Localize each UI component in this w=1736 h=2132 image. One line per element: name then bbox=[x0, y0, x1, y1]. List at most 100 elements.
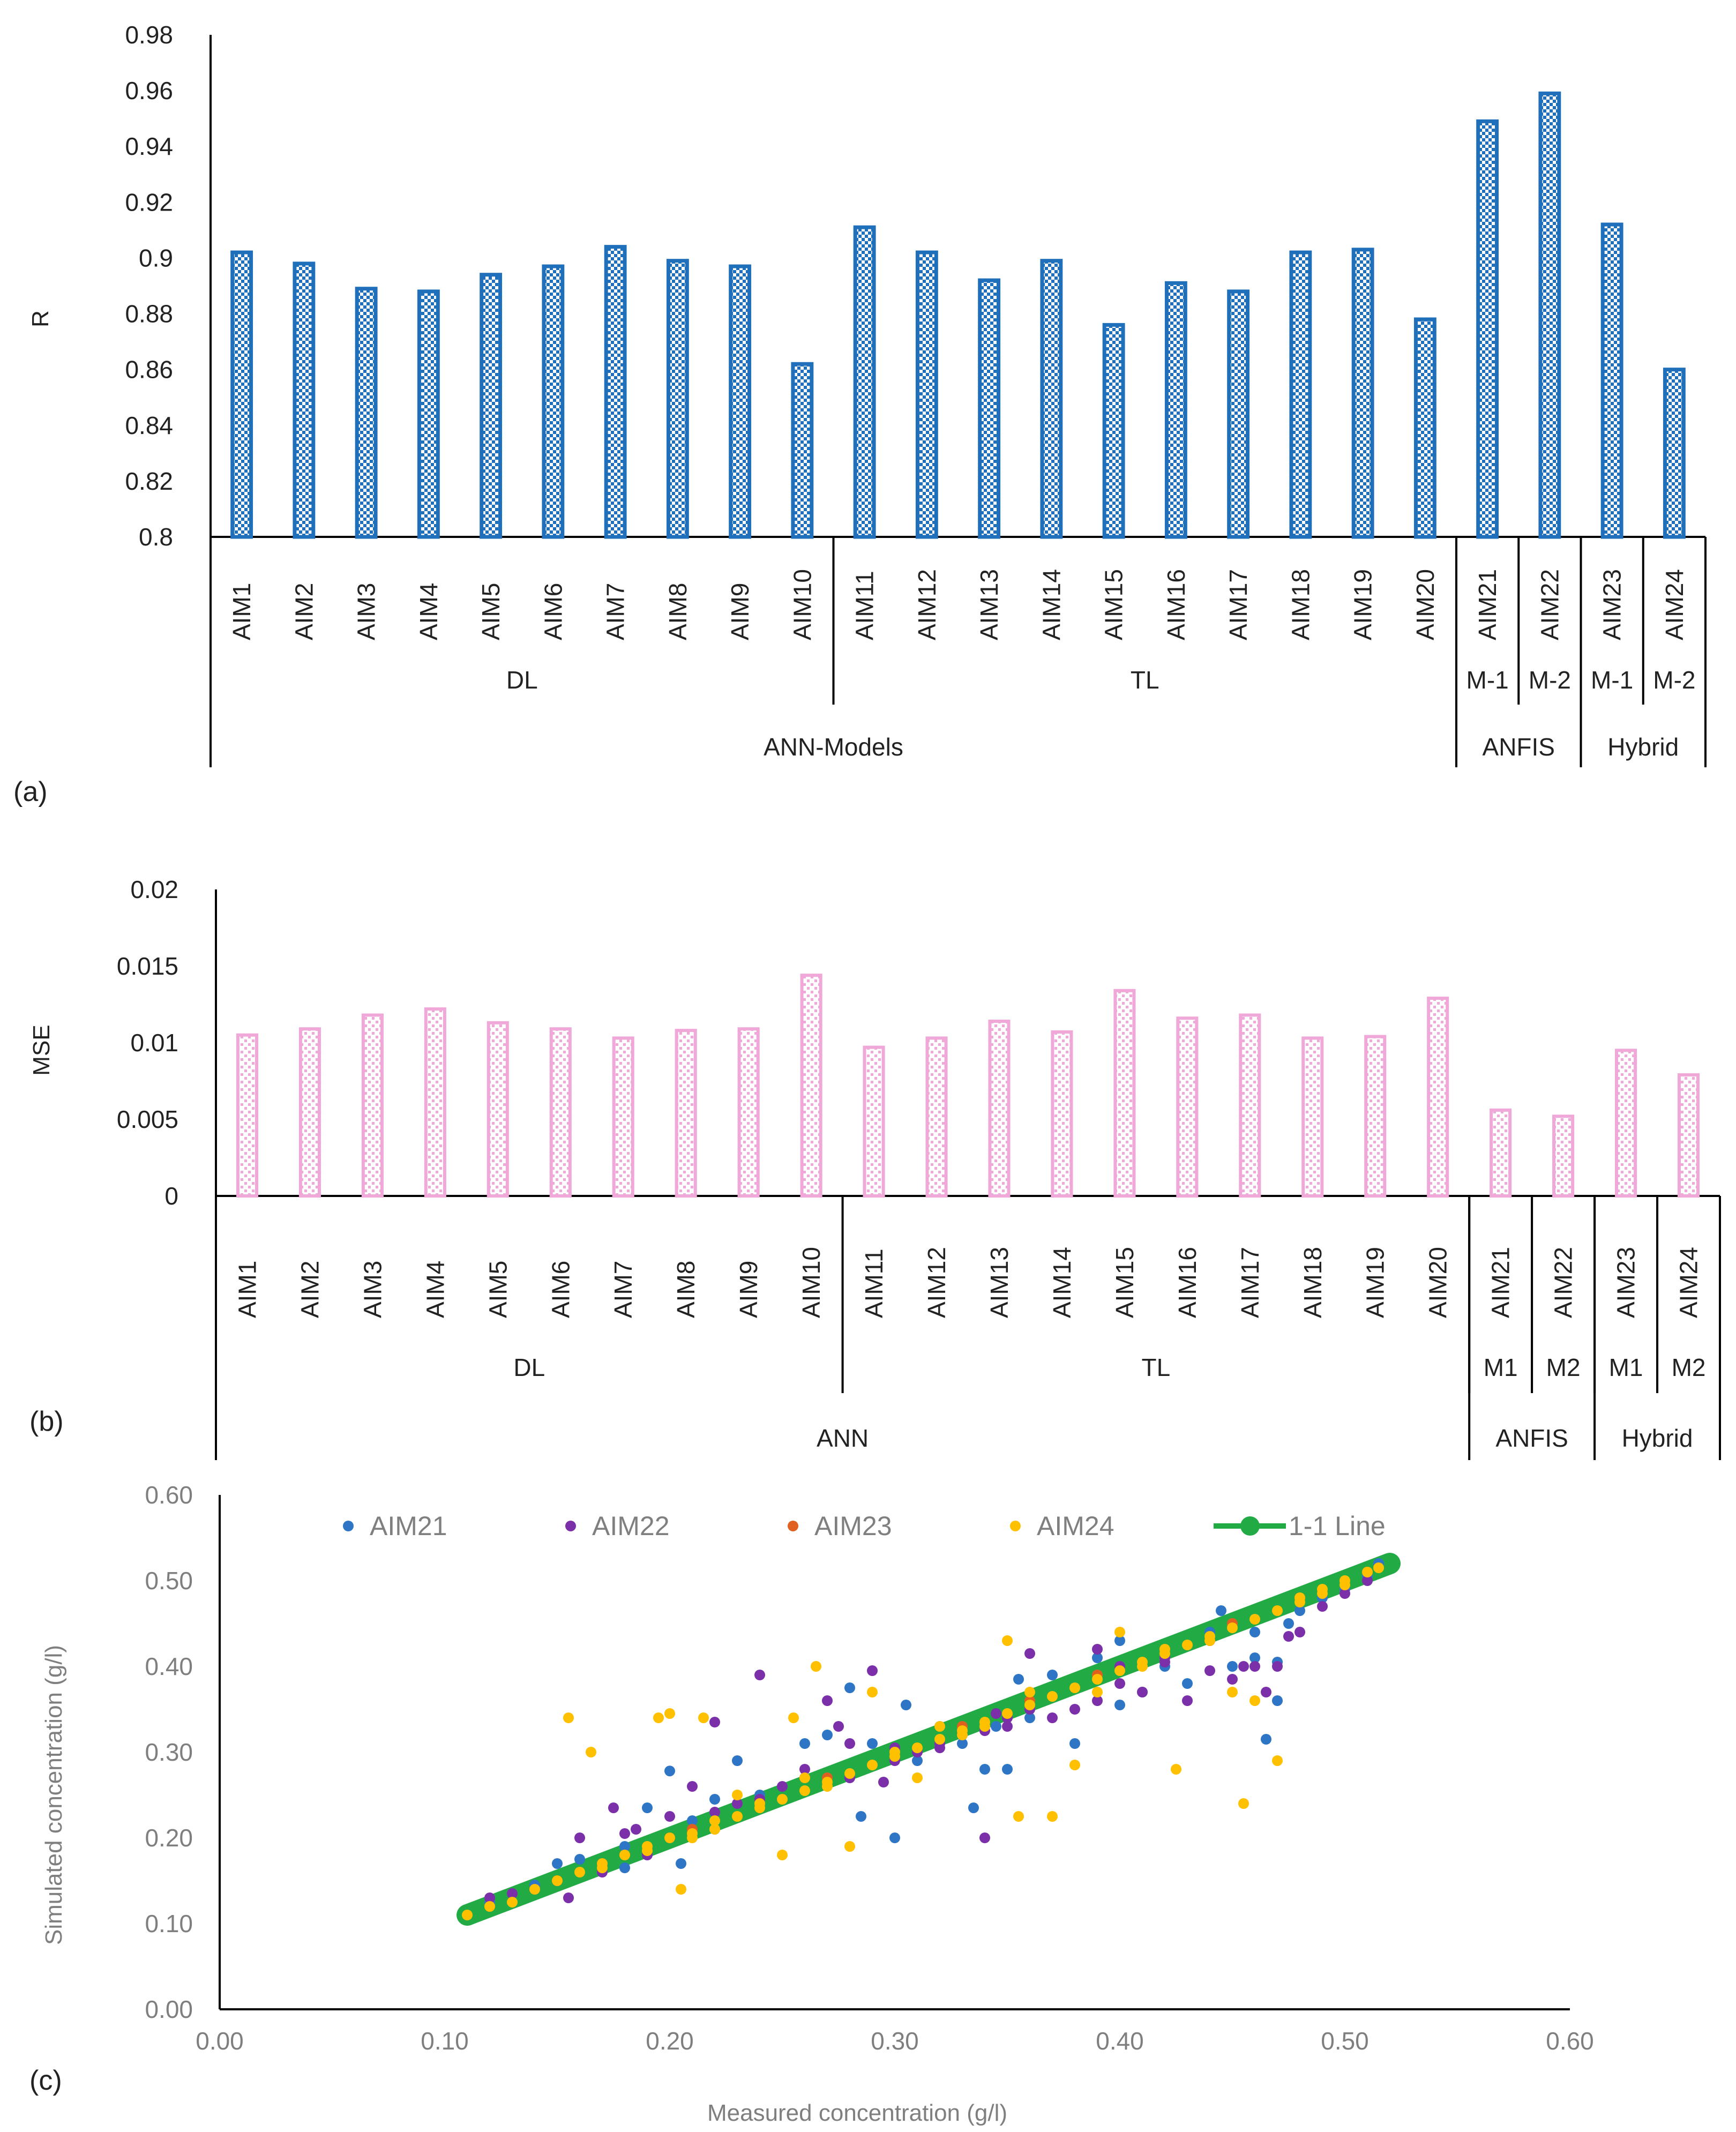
x-tick-label: AIM10 bbox=[788, 569, 816, 640]
point-AIM21 bbox=[1013, 1674, 1024, 1685]
point-AIM24 bbox=[709, 1824, 720, 1835]
x-tick-label: AIM15 bbox=[1100, 569, 1128, 640]
chart-c-panel-label: (c) bbox=[29, 2065, 62, 2096]
point-AIM21 bbox=[799, 1738, 810, 1749]
x-tick-label: AIM11 bbox=[851, 571, 879, 640]
x-tick-label: AIM5 bbox=[477, 583, 505, 640]
x-tick-label: AIM23 bbox=[1598, 569, 1626, 640]
point-AIM22 bbox=[1024, 1648, 1035, 1659]
group-label: M1 bbox=[1609, 1353, 1643, 1381]
point-AIM22 bbox=[878, 1777, 889, 1787]
bar-AIM8 bbox=[666, 259, 689, 539]
point-AIM24 bbox=[777, 1794, 788, 1805]
point-AIM21 bbox=[1249, 1627, 1260, 1637]
y-tick-label: 0 bbox=[164, 1182, 178, 1210]
y-tick-label: 0.02 bbox=[130, 876, 178, 903]
x-tick-label: AIM13 bbox=[975, 569, 1003, 640]
point-AIM24 bbox=[799, 1772, 810, 1783]
bar-AIM9 bbox=[729, 264, 752, 539]
bar-AIM15 bbox=[1113, 989, 1136, 1198]
point-AIM24 bbox=[563, 1712, 574, 1723]
bar-AIM18 bbox=[1301, 1036, 1324, 1198]
x-tick-label: AIM18 bbox=[1299, 1247, 1327, 1318]
point-AIM24 bbox=[1047, 1811, 1058, 1822]
x-tick-label: AIM5 bbox=[484, 1261, 512, 1318]
point-AIM24 bbox=[844, 1768, 855, 1779]
x-tick-label: 0.20 bbox=[646, 2027, 694, 2055]
group-label: Hybrid bbox=[1607, 733, 1679, 761]
x-tick-label: AIM7 bbox=[609, 1261, 637, 1318]
point-AIM22 bbox=[1238, 1661, 1249, 1672]
legend-line-dot bbox=[1240, 1516, 1260, 1536]
point-AIM22 bbox=[619, 1828, 630, 1839]
point-AIM21 bbox=[979, 1764, 990, 1775]
point-AIM21 bbox=[1182, 1678, 1193, 1689]
point-AIM24 bbox=[799, 1785, 810, 1796]
x-tick-label: AIM16 bbox=[1162, 569, 1190, 640]
x-tick-label: AIM19 bbox=[1349, 569, 1377, 640]
x-tick-label: AIM4 bbox=[421, 1261, 449, 1318]
point-AIM21 bbox=[822, 1730, 833, 1740]
point-AIM21 bbox=[1047, 1670, 1058, 1680]
point-AIM22 bbox=[1362, 1575, 1373, 1586]
group-label: M2 bbox=[1546, 1353, 1581, 1381]
x-tick-label: 0.40 bbox=[1096, 2027, 1144, 2055]
bar-AIM1 bbox=[236, 1033, 259, 1198]
point-AIM21 bbox=[844, 1682, 855, 1693]
y-tick-label: 0.015 bbox=[117, 952, 178, 980]
x-tick-label: AIM4 bbox=[415, 583, 443, 640]
point-AIM21 bbox=[732, 1755, 743, 1766]
x-tick-label: AIM12 bbox=[923, 1247, 951, 1318]
bar-AIM15 bbox=[1102, 323, 1125, 539]
point-AIM22 bbox=[574, 1832, 585, 1843]
y-tick-label: 0.82 bbox=[125, 467, 173, 495]
x-tick-label: 0.60 bbox=[1546, 2027, 1594, 2055]
y-tick-label: 0.50 bbox=[145, 1567, 193, 1595]
point-AIM24 bbox=[552, 1875, 563, 1886]
x-tick-label: AIM16 bbox=[1173, 1247, 1201, 1318]
point-AIM24 bbox=[1047, 1691, 1058, 1702]
bar-AIM11 bbox=[863, 1045, 885, 1198]
bar-AIM16 bbox=[1176, 1016, 1199, 1198]
bar-AIM2 bbox=[293, 261, 316, 539]
x-tick-label: AIM15 bbox=[1111, 1247, 1139, 1318]
point-AIM22 bbox=[844, 1738, 855, 1749]
point-AIM24 bbox=[1069, 1682, 1080, 1693]
x-tick-label: AIM14 bbox=[1048, 1247, 1076, 1318]
group-label: M-1 bbox=[1591, 666, 1633, 694]
point-AIM21 bbox=[1249, 1652, 1260, 1663]
bar-AIM21 bbox=[1490, 1108, 1512, 1198]
point-AIM21 bbox=[1294, 1605, 1305, 1616]
bar-AIM10 bbox=[791, 362, 814, 539]
point-AIM24 bbox=[1249, 1695, 1260, 1706]
point-AIM24 bbox=[619, 1850, 630, 1860]
point-AIM24 bbox=[1272, 1755, 1283, 1766]
x-tick-label: AIM1 bbox=[228, 583, 256, 640]
group-label: DL bbox=[513, 1353, 545, 1381]
y-tick-label: 0.94 bbox=[125, 132, 173, 160]
point-AIM22 bbox=[1092, 1695, 1103, 1706]
y-tick-label: 0.60 bbox=[145, 1481, 193, 1509]
bar-AIM13 bbox=[988, 1019, 1011, 1198]
point-AIM22 bbox=[1002, 1721, 1013, 1732]
point-AIM22 bbox=[1204, 1665, 1215, 1676]
point-AIM21 bbox=[867, 1738, 878, 1749]
chart-a-ylabel: R bbox=[27, 310, 54, 327]
point-AIM21 bbox=[1216, 1605, 1226, 1616]
point-AIM21 bbox=[664, 1766, 675, 1777]
legend-label: 1-1 Line bbox=[1289, 1511, 1386, 1541]
point-AIM22 bbox=[563, 1892, 574, 1903]
point-AIM22 bbox=[822, 1695, 833, 1706]
point-AIM24 bbox=[912, 1772, 923, 1783]
chart-a-panel-label: (a) bbox=[13, 776, 48, 807]
y-tick-label: 0.9 bbox=[139, 244, 173, 272]
bar-AIM12 bbox=[915, 250, 938, 539]
bar-AIM22 bbox=[1538, 91, 1561, 539]
y-tick-label: 0.96 bbox=[125, 77, 173, 104]
legend-marker-AIM23 bbox=[788, 1521, 798, 1531]
point-AIM21 bbox=[1227, 1661, 1238, 1672]
x-tick-label: AIM24 bbox=[1660, 569, 1688, 640]
bar-AIM24 bbox=[1663, 368, 1686, 539]
point-AIM24 bbox=[529, 1884, 540, 1895]
point-AIM21 bbox=[912, 1755, 923, 1766]
